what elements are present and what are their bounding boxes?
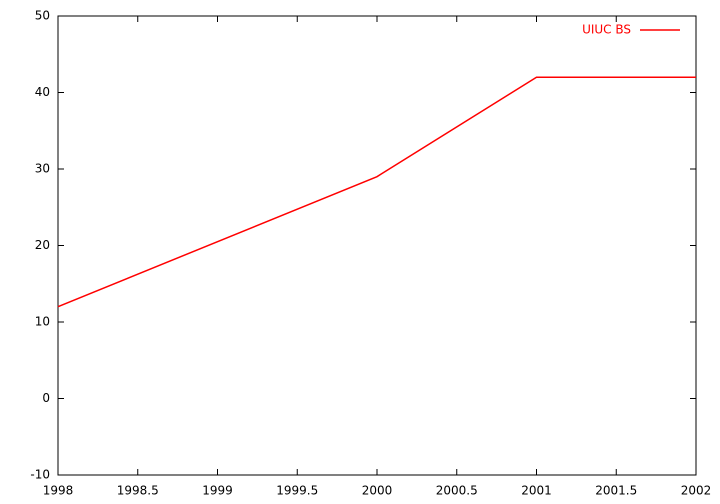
y-tick-label: -10 [30,468,50,482]
line-series [57,76,696,308]
x-tick-label: 1999.5 [276,484,318,498]
y-tick-label: 40 [35,85,50,99]
x-tick-label: 2001 [521,484,552,498]
y-tick-label: 50 [35,9,50,23]
x-tick-label: 1999 [202,484,233,498]
x-tick-label: 1998 [43,484,74,498]
y-tick-label: 0 [42,391,50,405]
legend-label: UIUC BS [582,23,631,37]
plot-frame [57,15,697,476]
x-tick-label: 1998.5 [117,484,159,498]
x-tick-label: 2001.5 [595,484,637,498]
x-tick-label: 2000 [362,484,393,498]
y-tick-label: 30 [35,162,50,176]
y-tick-label: 10 [35,315,50,329]
y-tick-label: 20 [35,238,50,252]
x-tick-label: 2000.5 [436,484,478,498]
x-tick-label: 2002 [681,484,712,498]
